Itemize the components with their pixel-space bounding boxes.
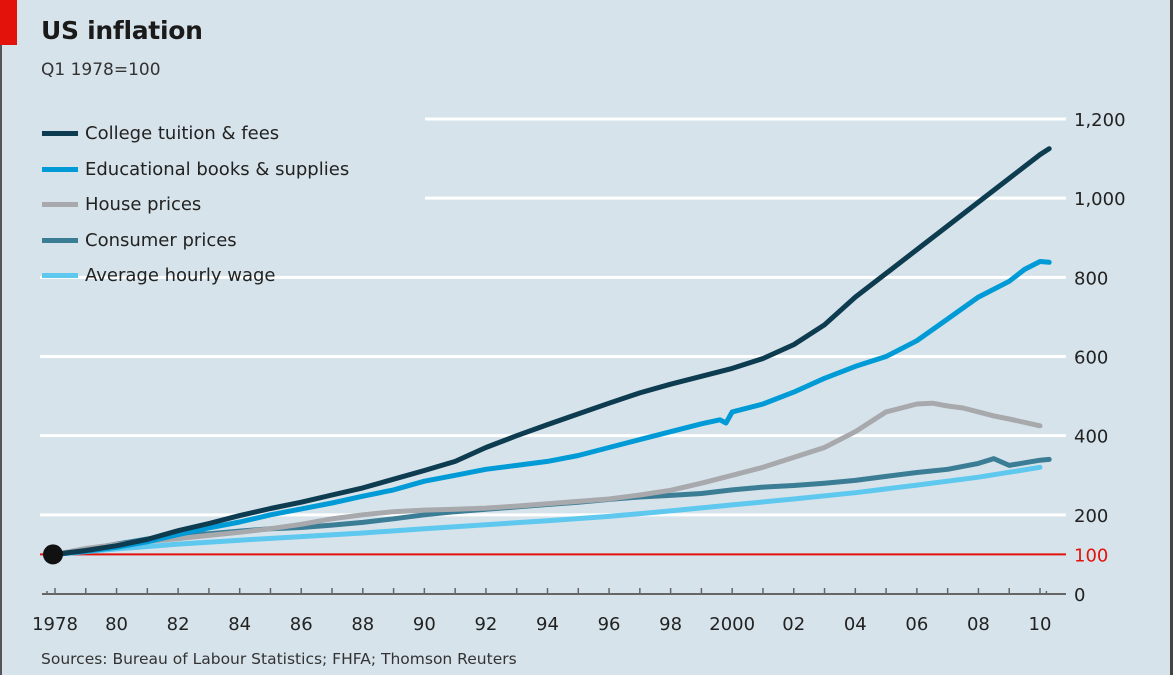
y-tick-label: 100 — [1074, 545, 1108, 566]
x-tick-label: 92 — [474, 614, 497, 635]
x-tick-label: 82 — [167, 614, 190, 635]
x-tick-label: 2000 — [709, 614, 755, 635]
series-line-college-tuition-fees — [52, 146, 1052, 557]
series-line-house-prices — [52, 400, 1043, 557]
legend: College tuition & fees Educational books… — [42, 116, 349, 294]
x-tick-label: 80 — [105, 614, 128, 635]
legend-item-educational-books: Educational books & supplies — [42, 152, 349, 188]
legend-label: Educational books & supplies — [85, 158, 350, 180]
legend-swatch — [42, 202, 78, 208]
legend-item-house-prices: House prices — [42, 187, 349, 223]
y-tick-label: 0 — [1074, 585, 1085, 606]
x-tick-label: 90 — [413, 614, 436, 635]
x-tick-label: 10 — [1029, 614, 1052, 635]
x-axis-tick-labels: 1978 80 82 84 86 88 90 92 94 96 98 2000 02 04 06 08 10 — [32, 614, 1051, 635]
legend-item-average-hourly-wage: Average hourly wage — [42, 258, 349, 294]
y-tick-label: 600 — [1074, 348, 1108, 369]
legend-swatch — [42, 131, 78, 137]
legend-swatch — [42, 237, 78, 243]
x-tick-label: 94 — [536, 614, 559, 635]
y-tick-label: 200 — [1074, 506, 1108, 527]
chart-subtitle: Q1 1978=100 — [41, 60, 161, 80]
legend-swatch — [42, 166, 78, 172]
series-lines — [43, 146, 1052, 565]
legend-item-consumer-prices: Consumer prices — [42, 223, 349, 259]
y-tick-label: 1,200 — [1074, 110, 1126, 131]
legend-swatch — [42, 273, 78, 279]
legend-label: House prices — [85, 194, 202, 216]
series-line-average-hourly-wage — [52, 464, 1043, 557]
legend-item-college-tuition: College tuition & fees — [42, 116, 349, 152]
y-axis-tick-labels: 0 100 200 400 600 800 1,000 1,200 — [1074, 110, 1126, 606]
source-note: Sources: Bureau of Labour Statistics; FH… — [41, 650, 517, 668]
legend-label: College tuition & fees — [85, 123, 280, 145]
start-point-marker — [43, 544, 63, 565]
x-tick-label: 08 — [967, 614, 990, 635]
x-axis — [42, 588, 1066, 595]
x-tick-label: 84 — [228, 614, 251, 635]
y-tick-label: 1,000 — [1074, 189, 1126, 210]
chart-title: US inflation — [41, 16, 203, 45]
x-tick-label: 06 — [905, 614, 928, 635]
x-tick-label: 98 — [659, 614, 682, 635]
x-tick-label: 86 — [290, 614, 313, 635]
y-tick-label: 800 — [1074, 268, 1108, 289]
y-tick-label: 400 — [1074, 427, 1108, 448]
left-frame-border — [0, 0, 2, 675]
legend-label: Average hourly wage — [85, 265, 276, 287]
x-tick-label: 02 — [782, 614, 805, 635]
legend-label: Consumer prices — [85, 229, 237, 251]
series-line-educational-books-supplies — [52, 259, 1052, 557]
accent-bar — [0, 0, 17, 45]
right-frame-border — [1170, 0, 1173, 675]
x-tick-label: 96 — [598, 614, 621, 635]
x-tick-label: 1978 — [32, 614, 78, 635]
x-tick-label: 88 — [351, 614, 374, 635]
gridlines — [40, 117, 1066, 556]
x-tick-label: 04 — [844, 614, 867, 635]
